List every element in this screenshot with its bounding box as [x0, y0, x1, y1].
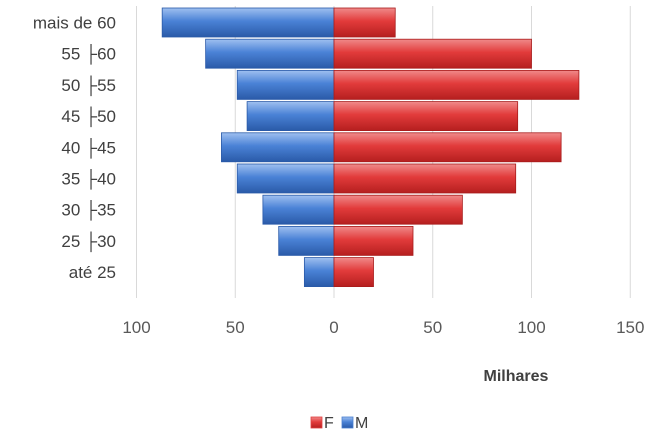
category-label: 55 ├60: [61, 44, 116, 66]
x-tick-label: 0: [329, 318, 338, 337]
x-tick-labels: 100 50 0 50 100 150: [122, 318, 644, 337]
legend-swatch: [310, 416, 323, 429]
category-label: 25 ├30: [61, 231, 116, 253]
x-tick-label: 100: [122, 318, 150, 337]
bar-f: [333, 257, 374, 288]
bar-f: [333, 194, 463, 225]
bar-m: [161, 7, 335, 38]
bar-f: [333, 38, 532, 69]
bar-m: [246, 101, 335, 131]
legend-swatch: [341, 416, 354, 429]
category-labels: até 25 25 ├30 30 ├35 35 ├40 40 ├45 45 ├50 50 ├…: [33, 14, 116, 283]
bar-m: [221, 132, 335, 163]
bar-m: [303, 257, 335, 288]
legend-label: F: [324, 415, 334, 432]
bar-m: [236, 70, 335, 100]
bar-f: [333, 70, 580, 100]
bar-m: [236, 163, 335, 194]
category-label: 35 ├40: [61, 169, 116, 191]
x-tick-label: 150: [616, 318, 644, 337]
bars: [161, 7, 580, 288]
x-tick-label: 50: [226, 318, 245, 337]
category-label: 50 ├55: [61, 75, 116, 97]
bar-f: [333, 225, 414, 256]
category-label: 45 ├50: [61, 106, 116, 128]
bar-f: [333, 7, 396, 38]
x-axis-title: Milhares: [484, 368, 549, 385]
bar-f: [333, 101, 519, 131]
x-tick-label: 100: [517, 318, 545, 337]
bar-m: [262, 194, 335, 225]
bar-m: [278, 225, 335, 256]
category-label: mais de 60: [33, 14, 116, 33]
bar-m: [205, 38, 335, 69]
bar-f: [333, 163, 517, 194]
category-label: 30 ├35: [61, 200, 116, 222]
x-tick-label: 50: [423, 318, 442, 337]
category-label: 40 ├45: [61, 137, 116, 159]
category-label: até 25: [69, 263, 116, 282]
legend-label: M: [355, 415, 368, 432]
bar-f: [333, 132, 562, 163]
